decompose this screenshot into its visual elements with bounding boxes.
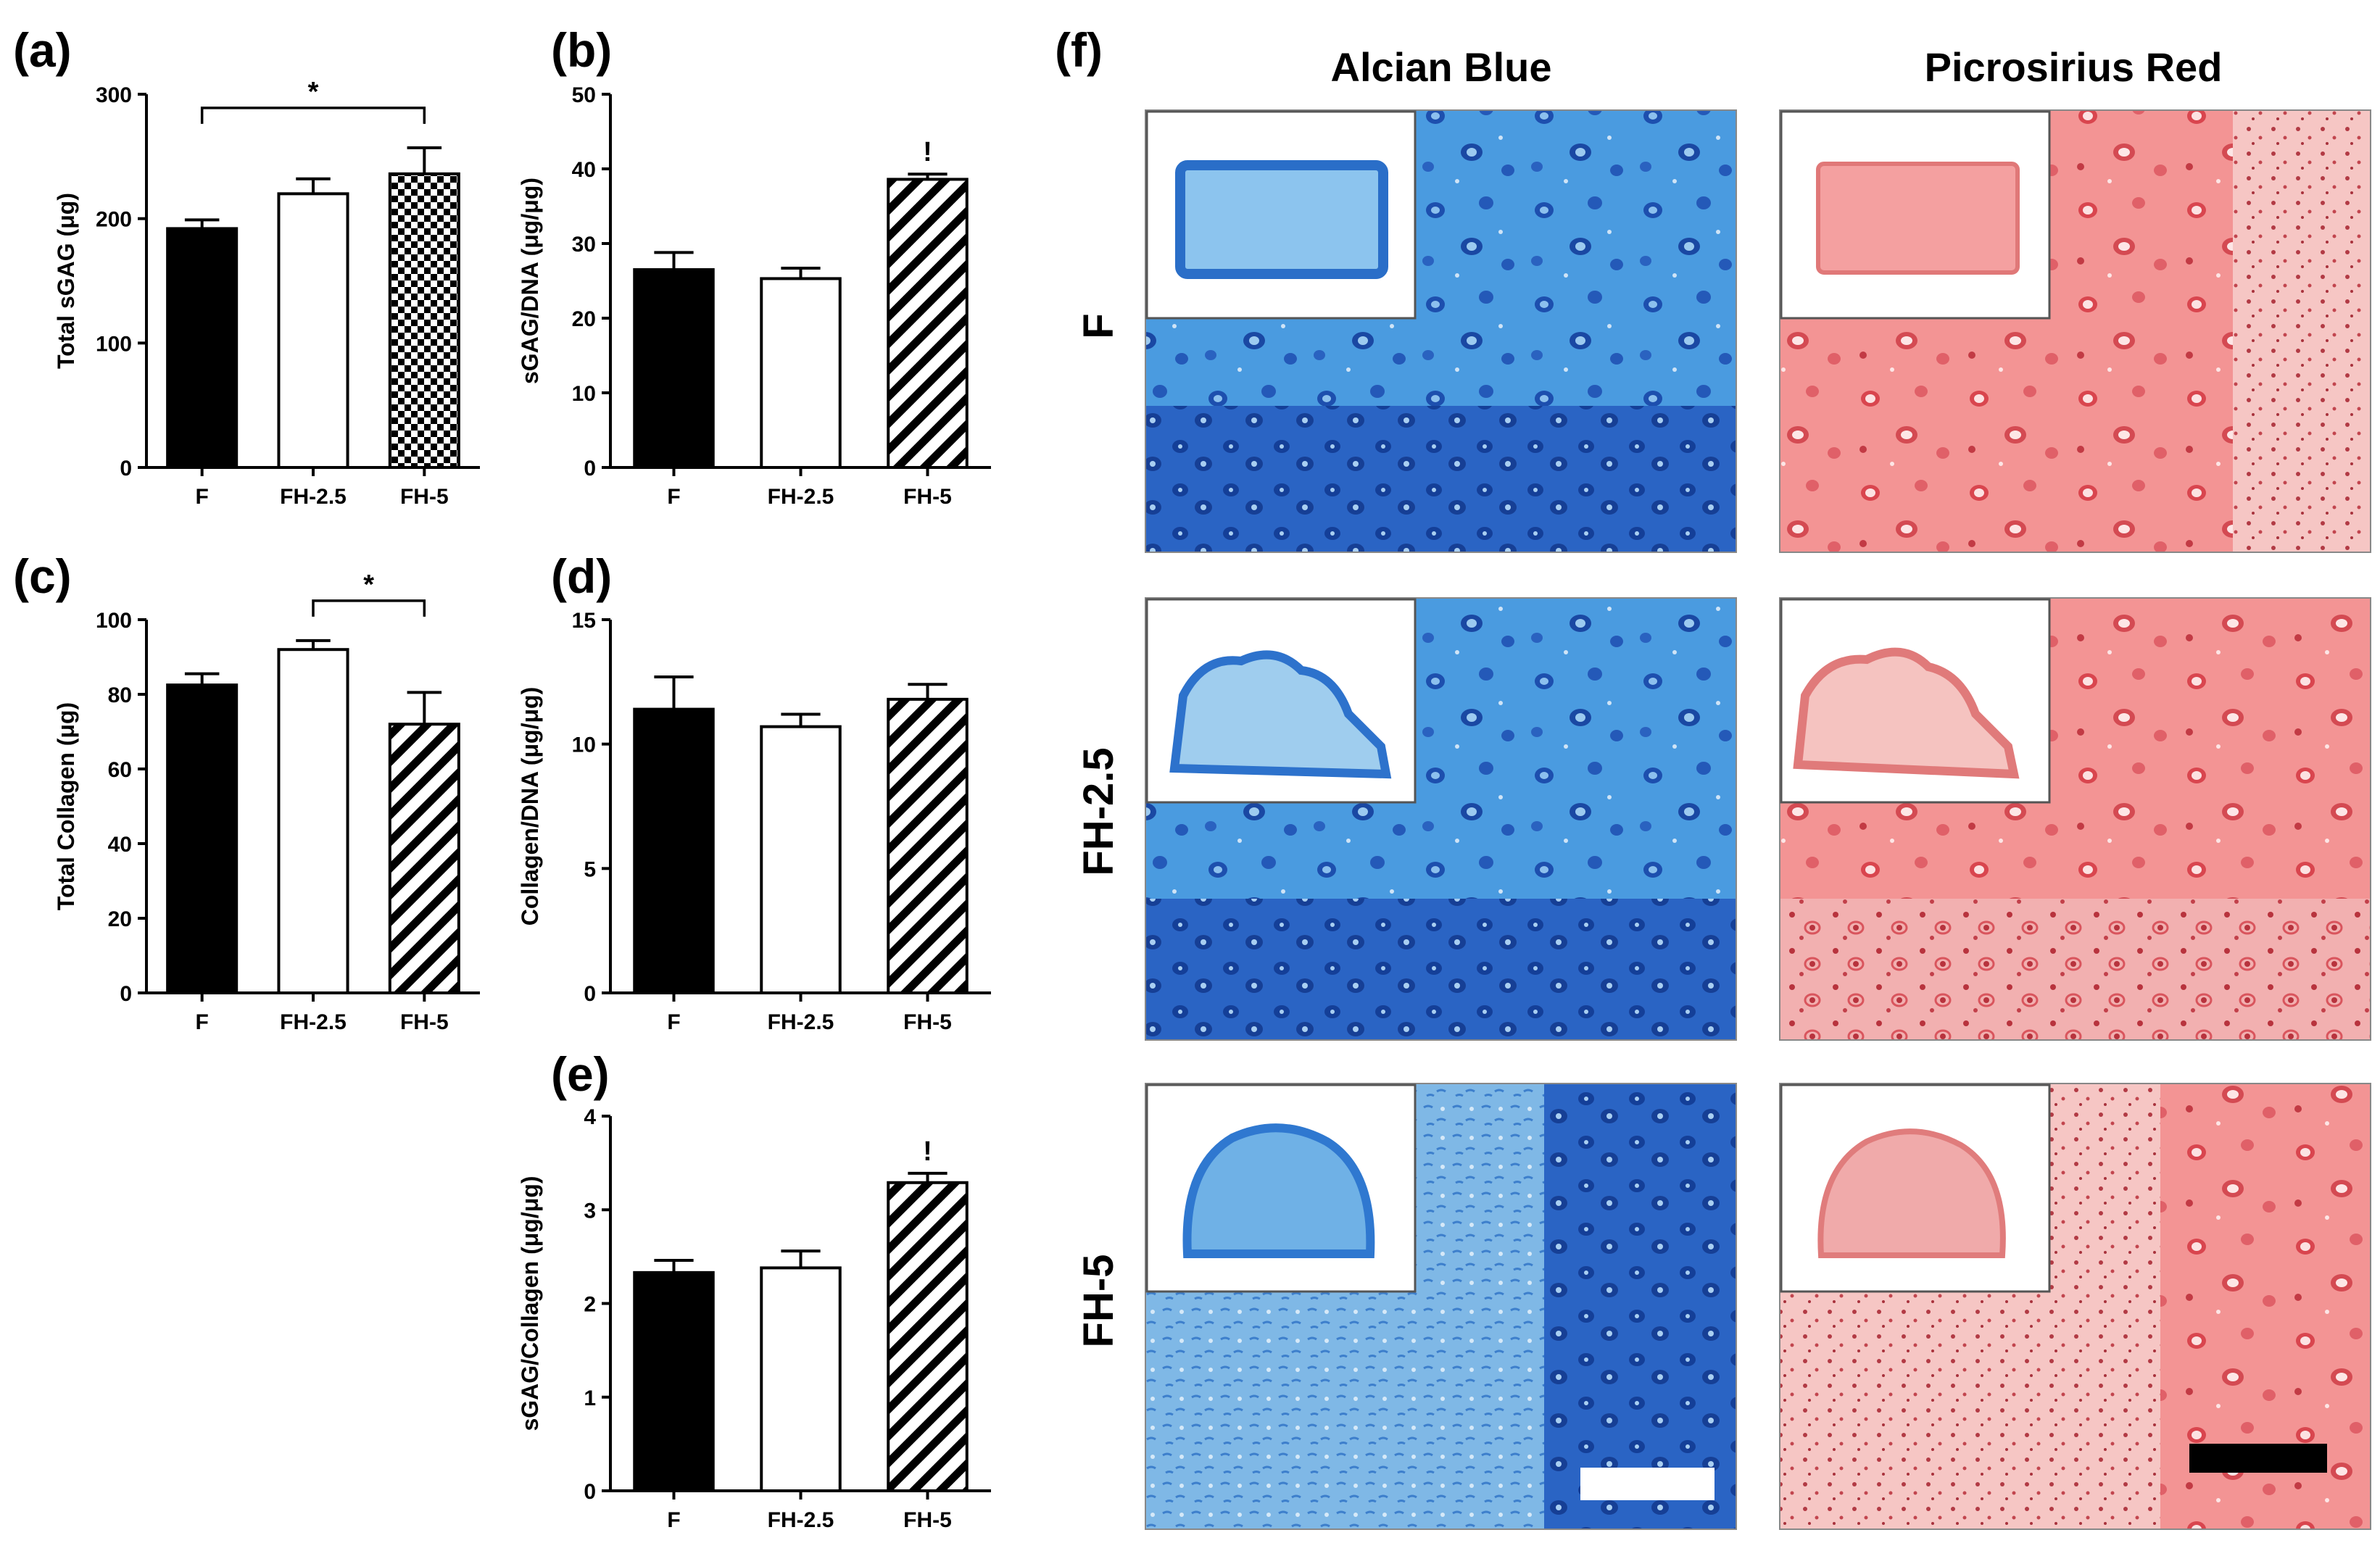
y-tick-label: 20: [572, 307, 596, 331]
y-tick-label: 0: [120, 982, 132, 1006]
column-header-picrosirius-red: Picrosirius Red: [1925, 44, 2223, 90]
bar-fh-5: [887, 1181, 969, 1492]
y-tick-label: 10: [572, 382, 596, 406]
column-header-alcian-blue: Alcian Blue: [1331, 44, 1552, 90]
y-tick-label: 300: [96, 83, 132, 107]
bar-fh-5: [388, 723, 460, 994]
panel-label-c: (c): [13, 549, 72, 603]
row-header-f: F: [1075, 313, 1122, 338]
x-tick-label: FH-5: [400, 485, 449, 509]
y-tick-label: 0: [584, 1480, 596, 1504]
x-tick-label: FH-2.5: [280, 1010, 347, 1034]
micrograph-fh-5-picrosirius-red: [1779, 1083, 2371, 1530]
bar-fh-2-5: [277, 192, 349, 469]
x-tick-label: F: [667, 485, 680, 509]
x-tick-label: F: [196, 1010, 209, 1034]
x-tick-label: FH-5: [400, 1010, 449, 1034]
significance-bracket: [200, 107, 426, 124]
micrograph-fh-5-alcian-blue: [1145, 1083, 1737, 1530]
bar-fh-2-5: [760, 277, 842, 469]
bar-f: [633, 707, 715, 994]
significance-bracket: [312, 599, 426, 617]
chart-panel-d: (d) 0 5 10 15 Collagen/DNA (μg/μg) F FH-2.5 FH-5: [517, 549, 991, 1034]
y-tick-label: 0: [120, 457, 132, 481]
y-axis-label: Collagen/DNA (μg/μg): [517, 687, 543, 926]
micrograph-panel: (f) Alcian Blue Picrosirius Red F FH-2.5…: [1055, 23, 2371, 1530]
y-tick-label: 200: [96, 208, 132, 232]
x-tick-label: FH-5: [903, 1508, 952, 1532]
y-tick-label: 20: [108, 907, 132, 931]
y-tick-label: 4: [584, 1105, 596, 1129]
chart-panel-a: (a) 0 100 200 300 Total sGAG (μg) F FH-2.5 FH-5 *: [13, 23, 480, 509]
y-tick-label: 100: [96, 609, 132, 633]
row-header-fh-2-5: FH-2.5: [1075, 747, 1122, 876]
y-tick-label: 0: [584, 982, 596, 1006]
y-tick-label: 40: [108, 833, 132, 857]
bar-fh-2-5: [277, 648, 349, 994]
significance-label: *: [308, 77, 319, 107]
y-tick-label: 0: [584, 457, 596, 481]
y-tick-label: 30: [572, 233, 596, 257]
chart-panel-c: (c) 0 20 40 60 80 100 Total Collagen (μg) F FH-2.…: [13, 549, 480, 1034]
y-tick-label: 50: [572, 83, 596, 107]
y-tick-label: 60: [108, 758, 132, 782]
bar-f: [633, 268, 715, 469]
y-axis-label: Total Collagen (μg): [53, 702, 79, 910]
bar-fh-5: [887, 697, 969, 994]
x-tick-label: FH-2.5: [768, 485, 834, 509]
y-axis-label: sGAG/Collagen (μg/μg): [517, 1176, 543, 1431]
y-tick-label: 100: [96, 332, 132, 356]
bar-fh-2-5: [760, 1266, 842, 1492]
x-tick-label: F: [667, 1010, 680, 1034]
chart-panel-e: (e) 0 1 2 3 4 sGAG/Collagen (μg/μg) F FH-2.5 FH-5…: [517, 1047, 991, 1532]
x-tick-label: FH-2.5: [768, 1508, 834, 1532]
micrograph-fh-2-5-alcian-blue: [1145, 597, 1737, 1041]
y-tick-label: 10: [572, 733, 596, 757]
y-tick-label: 40: [572, 158, 596, 182]
y-tick-label: 2: [584, 1293, 596, 1317]
bar-fh-5: [887, 178, 969, 469]
micrograph-f-alcian-blue: [1145, 109, 1737, 553]
panel-label-a: (a): [13, 23, 72, 77]
x-tick-label: FH-2.5: [768, 1010, 834, 1034]
y-tick-label: 5: [584, 857, 596, 881]
chart-panel-b: (b) 0 10 20 30 40 50 sGAG/DNA (μg/μg) F FH-2.5 FH-…: [517, 23, 991, 509]
micrograph-fh-2-5-picrosirius-red: [1779, 597, 2371, 1041]
scale-bar-white: [1580, 1468, 1714, 1500]
bar-f: [166, 227, 239, 469]
bar-fh-5: [388, 172, 460, 469]
micrograph-f-picrosirius-red: [1779, 109, 2371, 553]
bar-f: [633, 1270, 715, 1493]
panel-label-e: (e): [551, 1047, 610, 1101]
significance-mark: !: [923, 137, 932, 167]
significance-label: *: [363, 570, 374, 600]
y-tick-label: 3: [584, 1199, 596, 1223]
x-tick-label: FH-5: [903, 1010, 952, 1034]
y-axis-label: sGAG/DNA (μg/μg): [517, 178, 543, 384]
y-tick-label: 15: [572, 609, 596, 633]
y-tick-label: 80: [108, 683, 132, 707]
panel-label-f: (f): [1055, 23, 1103, 77]
row-header-fh-5: FH-5: [1075, 1255, 1122, 1348]
y-axis-label: Total sGAG (μg): [53, 193, 79, 369]
x-tick-label: F: [196, 485, 209, 509]
panel-label-b: (b): [551, 23, 612, 77]
panel-label-d: (d): [551, 549, 612, 603]
scale-bar-black: [2189, 1444, 2327, 1473]
bar-f: [166, 683, 239, 994]
x-tick-label: F: [667, 1508, 680, 1532]
x-tick-label: FH-2.5: [280, 485, 347, 509]
significance-mark: !: [923, 1136, 932, 1167]
bar-fh-2-5: [760, 725, 842, 995]
y-tick-label: 1: [584, 1386, 596, 1410]
x-tick-label: FH-5: [903, 485, 952, 509]
